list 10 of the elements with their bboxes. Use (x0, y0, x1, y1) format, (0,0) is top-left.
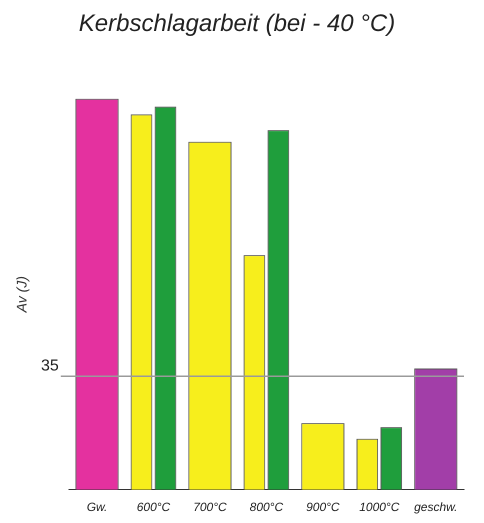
x-tick-label: 700°C (193, 500, 228, 514)
x-tick-label: Gw. (86, 500, 108, 514)
x-tick-label: 800°C (250, 500, 284, 514)
y-axis-title: Av (J) (13, 276, 30, 314)
chart-title: Kerbschlagarbeit (bei - 40 °C) (78, 10, 396, 38)
x-tick-label: 1000°C (359, 500, 400, 514)
x-tick-label: 600°C (136, 500, 171, 514)
x-tick-label: 900°C (306, 500, 340, 514)
x-tick-label: geschw. (414, 500, 458, 514)
text: 35 (41, 358, 59, 375)
